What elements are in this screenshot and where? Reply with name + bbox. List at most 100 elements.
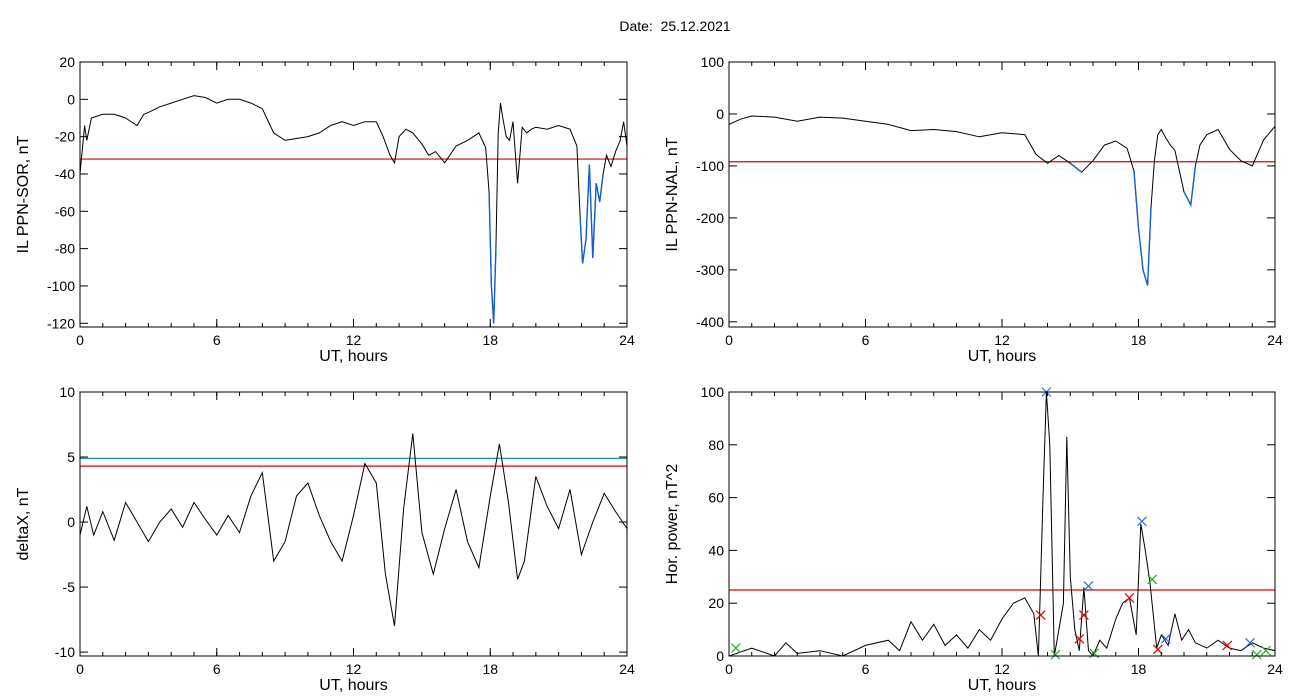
x-tick-label: 0 (725, 661, 733, 677)
y-tick-label: 10 (59, 384, 75, 400)
y-tick-label: 80 (708, 437, 724, 453)
x-tick-label: 18 (482, 332, 498, 348)
y-tick-label: -120 (47, 315, 75, 331)
date-value: 25.12.2021 (660, 18, 731, 34)
y-tick-label: 0 (716, 648, 724, 664)
x-axis-label: UT, hours (319, 348, 387, 365)
data-line (729, 392, 1275, 656)
y-tick-label: -5 (63, 579, 76, 595)
x-tick-label: 0 (76, 661, 84, 677)
y-tick-label: -80 (55, 241, 75, 257)
plot-frame (79, 391, 628, 657)
peak-marker-green (1147, 574, 1158, 585)
data-line (80, 95, 627, 324)
peak-marker-red (1074, 633, 1085, 644)
y-tick-label: -40 (55, 166, 75, 182)
x-tick-label: 12 (346, 332, 362, 348)
marker-stroke (1260, 645, 1271, 656)
marker-stroke (1074, 633, 1085, 644)
x-tick-label: 24 (619, 332, 635, 348)
peak-marker-green (1251, 649, 1262, 660)
y-tick-label: -100 (47, 278, 75, 294)
x-tick-label: 12 (994, 661, 1010, 677)
x-tick-label: 0 (725, 332, 733, 348)
x-tick-label: 12 (346, 661, 362, 677)
marker-stroke (730, 643, 741, 654)
x-tick-label: 0 (76, 332, 84, 348)
plot-frame (728, 391, 1276, 657)
y-tick-label: -100 (696, 158, 724, 174)
marker-stroke (1147, 574, 1158, 585)
peak-marker-blue (1083, 581, 1094, 591)
below-threshold-segment (488, 192, 497, 324)
peak-marker-blue (1160, 633, 1171, 644)
x-axis-label: UT, hours (319, 677, 387, 694)
y-tick-label: -60 (55, 203, 75, 219)
marker-stroke (1078, 610, 1089, 621)
x-tick-label: 6 (862, 661, 870, 677)
y-tick-label: 20 (59, 54, 75, 70)
marker-stroke (1222, 640, 1233, 651)
data-line (80, 433, 627, 627)
y-tick-label: -20 (55, 129, 75, 145)
panel-hor-power: 0 6 12 18 24 100 80 60 40 20 0 UT, hours Hor. power,… (664, 384, 1283, 694)
y-tick-label: -300 (696, 262, 724, 278)
panel-il-sor: 0 6 12 18 24 20 0 -20 -40 -60 -80 -100 -120 UT, hours… (15, 54, 635, 365)
x-axis-label: UT, hours (968, 677, 1036, 694)
plot-frame (79, 61, 628, 328)
peak-marker-blue (1245, 637, 1255, 648)
plot-frame (728, 61, 1276, 328)
y-tick-label: 60 (708, 490, 724, 506)
marker-stroke (1136, 516, 1147, 527)
x-tick-label: 24 (619, 661, 635, 677)
y-tick-label: 0 (67, 514, 75, 530)
y-tick-label: 0 (716, 106, 724, 122)
marker-stroke (1160, 633, 1171, 644)
x-tick-label: 6 (213, 661, 221, 677)
peak-marker-green (1260, 645, 1271, 656)
page-title: Date: 25.12.2021 (0, 18, 1300, 34)
x-axis-label: UT, hours (968, 348, 1036, 365)
y-axis-label: IL PPN-SOR, nT (15, 135, 32, 253)
x-tick-label: 6 (862, 332, 870, 348)
peak-marker-green (730, 643, 741, 654)
x-tick-label: 12 (994, 332, 1010, 348)
marker-stroke (1245, 637, 1255, 648)
x-tick-label: 6 (213, 332, 221, 348)
peak-marker-blue (1136, 516, 1147, 527)
x-tick-label: 24 (1267, 332, 1283, 348)
y-tick-label: 0 (67, 91, 75, 107)
y-axis-label: Hor. power, nT^2 (664, 464, 681, 585)
peak-marker-red (1078, 610, 1089, 621)
marker-stroke (1152, 644, 1163, 655)
x-tick-label: 18 (1131, 332, 1147, 348)
y-axis-label: IL PPN-NAL, nT (664, 137, 681, 251)
below-threshold-segment (1133, 171, 1152, 286)
y-tick-label: -400 (696, 314, 724, 330)
marker-stroke (1035, 610, 1046, 621)
peak-marker-red (1035, 610, 1046, 621)
peak-marker-green (1050, 649, 1061, 660)
x-tick-label: 18 (1131, 661, 1147, 677)
y-tick-label: 100 (701, 54, 725, 70)
marker-stroke (1050, 649, 1061, 660)
marker-stroke (1124, 592, 1135, 603)
data-line (729, 115, 1275, 286)
y-tick-label: -10 (55, 644, 75, 660)
y-tick-label: 40 (708, 542, 724, 558)
below-threshold-segment (1069, 162, 1083, 173)
y-axis-label: deltaX, nT (15, 487, 32, 560)
peak-marker-red (1124, 592, 1135, 603)
marker-stroke (1083, 581, 1094, 591)
y-tick-label: 20 (708, 595, 724, 611)
x-tick-label: 24 (1267, 661, 1283, 677)
x-tick-label: 18 (482, 661, 498, 677)
y-tick-label: -200 (696, 210, 724, 226)
y-tick-label: 100 (701, 384, 725, 400)
y-tick-label: 5 (67, 449, 75, 465)
below-threshold-segment (579, 164, 604, 264)
marker-stroke (1251, 649, 1262, 660)
peak-marker-red (1222, 640, 1233, 651)
date-label: Date: (619, 18, 653, 34)
